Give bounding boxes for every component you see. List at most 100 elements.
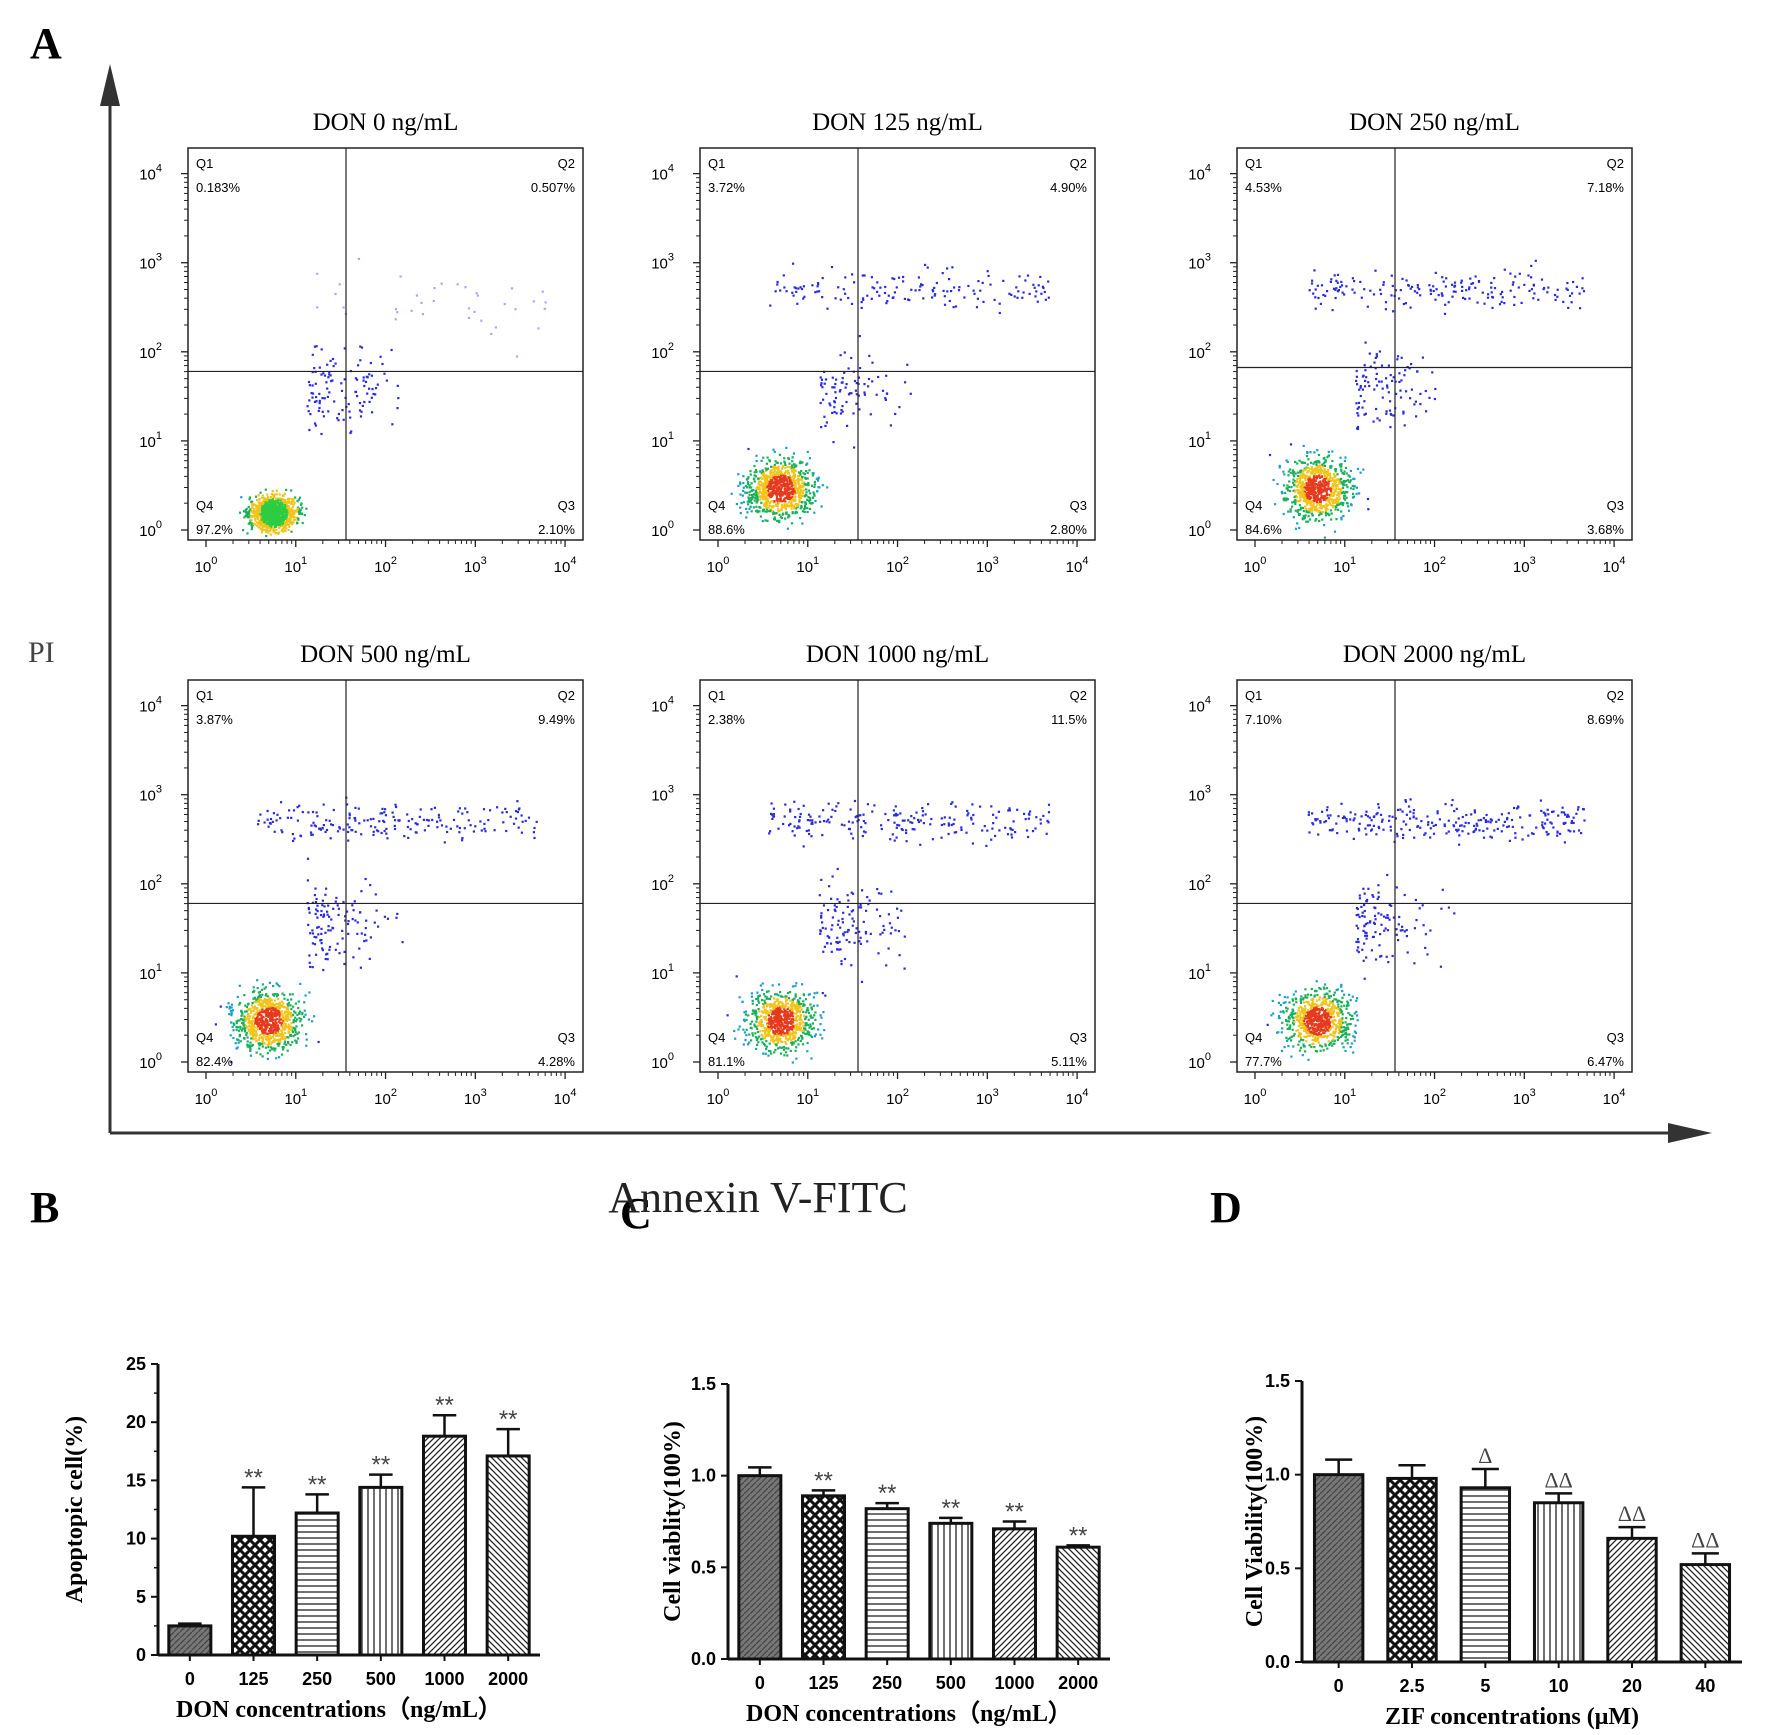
event-dot <box>437 813 440 816</box>
event-dot <box>298 1017 301 1020</box>
event-dot <box>230 1003 234 1006</box>
event-dot <box>784 478 787 481</box>
event-dot <box>1477 280 1481 283</box>
panel-a-y-label: PI <box>28 636 55 669</box>
y-tick-exponent: 1 <box>668 430 674 442</box>
event-dot <box>778 491 781 494</box>
event-dot <box>1357 401 1361 404</box>
event-dot <box>256 1007 259 1010</box>
event-dot <box>263 1032 266 1035</box>
event-dot <box>1324 508 1327 511</box>
event-dot <box>1359 394 1362 398</box>
event-dot <box>274 503 277 506</box>
event-dot <box>1334 490 1337 493</box>
event-dot <box>350 430 353 433</box>
event-dot <box>845 383 848 386</box>
event-dot <box>1318 492 1321 495</box>
event-dot <box>256 1000 259 1003</box>
event-dot <box>859 367 862 370</box>
event-dot <box>273 1022 276 1025</box>
event-dot <box>238 1003 241 1006</box>
event-dot <box>1285 497 1288 500</box>
event-dot <box>879 286 882 289</box>
event-dot <box>262 1033 265 1036</box>
event-dot <box>239 1040 242 1043</box>
event-dot <box>771 478 774 482</box>
event-dot <box>239 1018 243 1021</box>
event-dot <box>285 520 288 523</box>
event-dot <box>1413 403 1416 406</box>
event-dot <box>324 830 327 834</box>
event-dot <box>800 477 803 480</box>
event-dot <box>770 476 773 479</box>
event-dot <box>321 947 324 950</box>
flow-plot-dots <box>214 796 538 1064</box>
event-dot <box>847 296 850 300</box>
event-dot <box>1416 286 1419 289</box>
event-dot <box>1345 285 1348 288</box>
event-dot <box>788 491 791 494</box>
event-dot <box>794 482 797 485</box>
event-dot <box>791 495 794 498</box>
event-dot <box>290 1028 293 1031</box>
event-dot <box>1304 486 1307 489</box>
event-dot <box>811 474 814 477</box>
event-dot <box>278 526 281 529</box>
event-dot <box>808 507 812 510</box>
event-dot <box>259 504 262 507</box>
event-dot <box>770 495 773 498</box>
quadrant-value-q4: 84.6% <box>1245 522 1282 537</box>
event-dot <box>910 288 913 291</box>
event-dot <box>1513 295 1516 299</box>
event-dot <box>948 278 951 281</box>
event-dot <box>798 485 801 488</box>
event-dot <box>243 994 246 997</box>
event-dot <box>383 829 386 833</box>
event-dot <box>255 998 258 1001</box>
flow-plot-title: DON 125 ng/mL <box>812 109 983 136</box>
event-dot <box>291 500 294 503</box>
event-dot <box>267 520 270 523</box>
event-dot <box>1296 474 1299 478</box>
event-dot <box>1511 283 1514 286</box>
event-dot <box>1340 284 1344 287</box>
event-dot <box>806 511 809 514</box>
event-dot <box>324 893 327 896</box>
event-dot <box>286 1041 290 1044</box>
event-dot <box>466 811 469 814</box>
event-dot <box>1306 502 1309 505</box>
event-dot <box>1374 269 1377 272</box>
event-dot <box>1532 283 1535 286</box>
event-dot <box>261 1030 264 1034</box>
event-dot <box>773 500 776 503</box>
event-dot <box>254 1022 257 1025</box>
event-dot <box>341 929 344 932</box>
event-dot <box>277 509 280 512</box>
event-dot <box>777 472 780 475</box>
y-tick-label: 103 <box>651 252 674 273</box>
event-dot <box>919 285 922 288</box>
event-dot <box>251 1030 254 1033</box>
event-dot <box>1345 496 1348 499</box>
event-dot <box>251 524 254 527</box>
event-dot <box>259 1020 262 1024</box>
event-dot <box>359 415 363 418</box>
event-dot <box>1379 292 1383 296</box>
event-dot <box>371 411 374 414</box>
event-dot <box>1337 498 1340 501</box>
x-tick-label: 102 <box>374 1087 397 1108</box>
event-dot <box>333 400 336 403</box>
event-dot <box>264 998 267 1001</box>
event-dot <box>1364 341 1367 344</box>
event-dot <box>259 509 262 512</box>
event-dot <box>273 521 276 524</box>
event-dot <box>347 839 350 842</box>
event-dot <box>1338 480 1341 483</box>
event-dot <box>1353 477 1356 480</box>
event-dot <box>998 311 1001 315</box>
event-dot <box>979 289 982 292</box>
event-dot <box>246 1036 249 1039</box>
event-dot <box>343 950 346 953</box>
event-dot <box>254 519 257 522</box>
event-dot <box>767 506 770 510</box>
